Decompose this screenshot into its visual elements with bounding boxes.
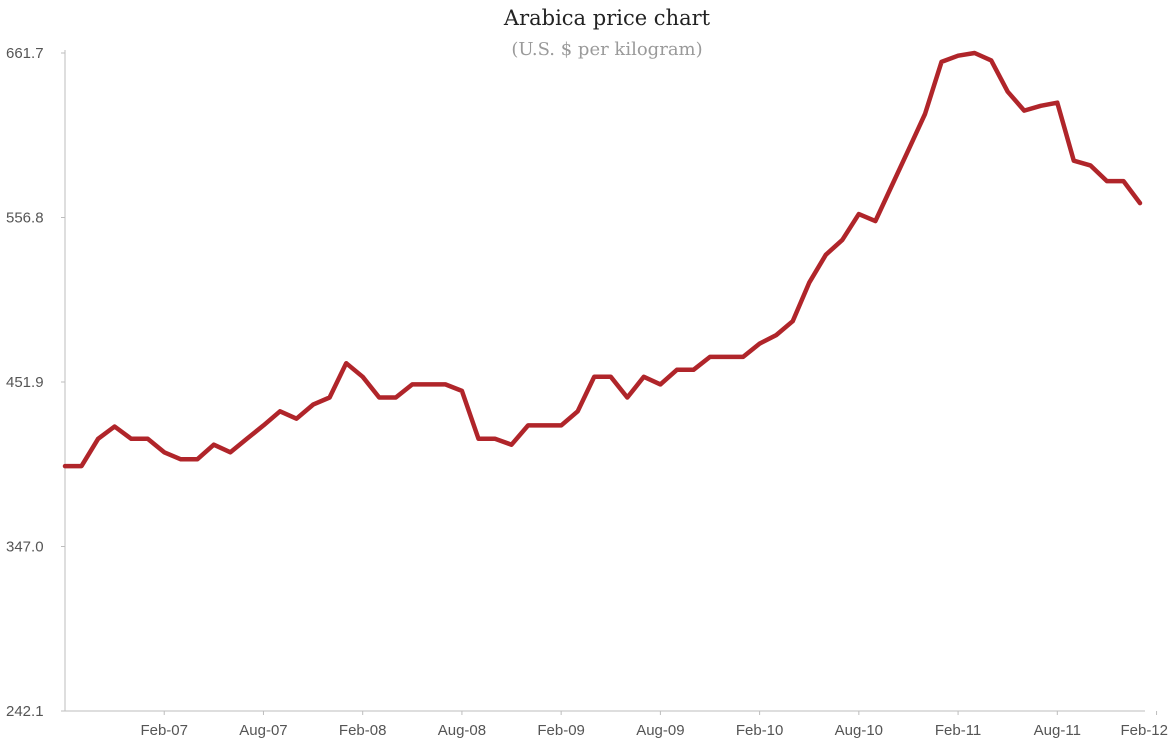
x-tick-label: Aug-07 [239,722,287,738]
x-tick-label: Feb-12 [1120,722,1168,738]
series-lines [62,50,1143,469]
x-tick-label: Aug-09 [636,722,684,738]
axes [64,50,1145,712]
x-tick-label: Aug-10 [835,722,883,738]
x-tick-label: Feb-09 [537,722,585,738]
y-axis-ticks: 661.7 556.8 451.9 347.0 242.1 [6,45,65,720]
y-tick-label: 661.7 [6,45,44,62]
x-tick-label: Feb-08 [339,722,387,738]
chart-subtitle: (U.S. $ per kilogram) [511,39,703,60]
x-tick-label: Feb-07 [140,722,188,738]
y-tick-label: 451.9 [6,374,44,391]
x-axis-ticks: Feb-07 Aug-07 Feb-08 Aug-08 Feb-09 Aug-09 Feb-… [140,711,1168,738]
x-tick-label: Aug-11 [1034,722,1081,738]
y-tick-label: 556.8 [6,210,44,227]
y-tick-label: 347.0 [6,539,44,556]
x-tick-label: Feb-11 [935,722,981,738]
chart-title: Arabica price chart [503,6,711,30]
y-tick-label: 242.1 [6,703,44,720]
series-line-arabica [62,50,1143,469]
x-tick-label: Aug-08 [438,722,486,738]
x-tick-label: Feb-10 [736,722,784,738]
